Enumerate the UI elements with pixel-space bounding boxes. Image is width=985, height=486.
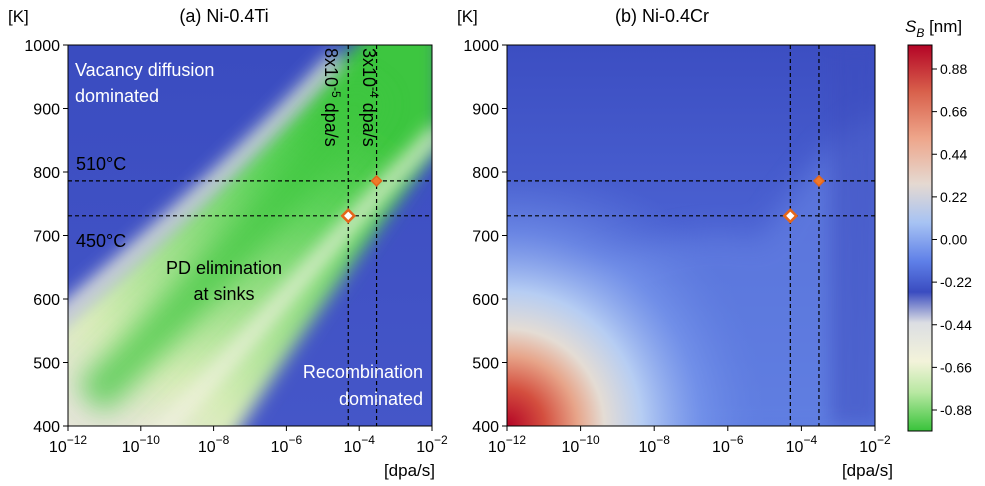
colorbar-tick-label: -0.44 [940,317,972,333]
x-tick-label: 10−6 [271,433,303,456]
annotation-vacancy-line-2: dominated [75,86,159,106]
x-tick-label: 10−4 [786,433,818,456]
y-tick-label: 500 [33,356,60,373]
annotation-510c: 510°C [76,154,126,174]
y-tick-label: 700 [472,229,499,246]
colorbar-label: SB [nm] [905,17,962,40]
y-tick-label: 900 [472,102,499,119]
annotation-recomb-line-1: Recombination [303,362,423,382]
y-tick-label: 400 [472,419,499,436]
annotation-recomb-line-2: dominated [339,389,423,409]
panel-a-markers [340,174,383,224]
y-tick-label: 800 [472,165,499,182]
panel-b-markers [782,174,826,224]
colorbar-tick-label: 0.00 [940,232,967,248]
panel-a-ni-ti: 10−12 10−10 10−8 10−6 10−4 10−2 400 500 600 700 80… [8,6,448,480]
data-point-marker [370,174,383,187]
panel-b-reference-lines [507,45,875,426]
x-tick-label: 10−6 [712,433,744,456]
x-tick-label: 10−10 [562,433,600,456]
y-tick-label: 600 [472,292,499,309]
panel-b-y-unit: [K] [457,7,478,26]
y-tick-label: 1000 [463,38,499,55]
colorbar-tick-label: 0.22 [940,189,967,205]
annotation-vacancy-line-1: Vacancy diffusion [75,60,214,80]
x-tick-label: 10−2 [859,433,891,456]
panel-b-heatmap [507,45,875,426]
colorbar-ticks: 0.88 0.66 0.44 0.22 0.00 -0.22 -0.44 -0.66 -0.88 [932,61,972,418]
colorbar-tick-label: 0.88 [940,61,967,77]
panel-b-ni-cr: 10−12 10−10 10−8 10−6 10−4 10−2 400 500 600 700 80… [457,6,893,480]
colorbar-tick-label: -0.88 [940,402,972,418]
y-tick-label: 500 [472,356,499,373]
colorbar: 0.88 0.66 0.44 0.22 0.00 -0.22 -0.44 -0.66 -0.88… [905,17,972,432]
annotation-rate-8e-5: 8x10-5 dpa/s [321,48,343,147]
data-point-marker [340,208,357,224]
y-tick-label: 700 [33,229,60,246]
colorbar-tick-label: 0.66 [940,104,967,120]
y-tick-label: 800 [33,165,60,182]
colorbar-tick-label: 0.44 [940,146,967,162]
annotation-450c: 450°C [76,231,126,251]
x-tick-label: 10−10 [122,433,160,456]
annotation-pd-line-2: at sinks [193,284,254,304]
data-point-marker [812,174,826,187]
y-tick-label: 400 [33,419,60,436]
x-tick-label: 10−8 [638,433,670,456]
x-tick-label: 10−12 [49,433,87,456]
x-tick-label: 10−4 [343,433,375,456]
data-point-marker [782,208,799,224]
x-tick-label: 10−2 [416,433,448,456]
panel-a-heatmap [68,45,432,426]
x-tick-label: 10−12 [488,433,526,456]
y-tick-label: 1000 [24,38,60,55]
panel-a-title: (a) Ni-0.4Ti [179,6,268,26]
panel-b-axes: 10−12 10−10 10−8 10−6 10−4 10−2 400 500 600 700 80… [463,38,891,456]
panel-b-title: (b) Ni-0.4Cr [615,6,709,26]
x-tick-label: 10−8 [198,433,230,456]
panel-b-x-unit: [dpa/s] [842,461,893,480]
colorbar-gradient [907,44,933,432]
y-tick-label: 900 [33,102,60,119]
panel-a-x-unit: [dpa/s] [384,461,435,480]
colorbar-tick-label: -0.66 [940,359,972,375]
colorbar-tick-label: -0.22 [940,274,972,290]
panel-a-y-unit: [K] [8,7,29,26]
y-tick-label: 600 [33,292,60,309]
annotation-rate-3e-4: 3x10-4 dpa/s [359,48,381,147]
panel-a-axes: 10−12 10−10 10−8 10−6 10−4 10−2 400 500 600 700 80… [24,38,448,456]
annotation-pd-line-1: PD elimination [166,258,282,278]
